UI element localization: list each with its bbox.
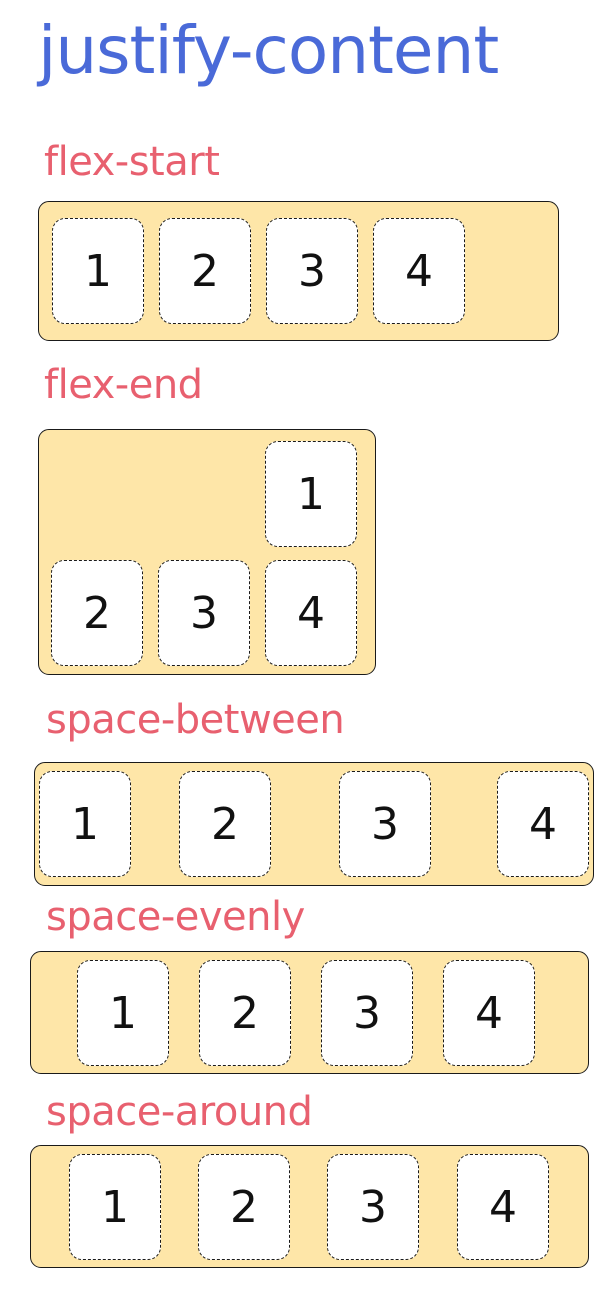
flex-container-space-around: 1 2 3 4 [30,1145,589,1268]
flex-item-3: 3 [266,218,358,324]
flex-item-2: 2 [199,960,291,1066]
section-label-flex-start: flex-start [44,139,220,185]
flex-item-2: 2 [159,218,251,324]
section-label-flex-end: flex-end [44,362,203,408]
flex-container-flex-end: 1 2 3 4 [38,429,376,675]
flex-item-3: 3 [339,771,431,877]
flex-item-1: 1 [39,771,131,877]
flex-item-1: 1 [265,441,357,547]
flex-container-flex-start: 1 2 3 4 [38,201,559,341]
page-title: justify-content [38,12,499,89]
flex-item-2: 2 [51,560,143,666]
flex-item-1: 1 [77,960,169,1066]
flex-item-1: 1 [52,218,144,324]
flex-item-3: 3 [327,1154,419,1260]
flex-item-3: 3 [321,960,413,1066]
flex-item-3: 3 [158,560,250,666]
flex-item-4: 4 [265,560,357,666]
section-label-space-around: space-around [46,1089,313,1135]
flex-item-2: 2 [198,1154,290,1260]
flex-item-2: 2 [179,771,271,877]
section-label-space-evenly: space-evenly [46,894,305,940]
flex-item-4: 4 [443,960,535,1066]
flex-item-4: 4 [497,771,589,877]
section-label-space-between: space-between [46,697,345,743]
flex-item-1: 1 [69,1154,161,1260]
flex-container-space-evenly: 1 2 3 4 [30,951,589,1074]
flex-container-space-between: 1 2 3 4 [34,762,594,886]
flex-item-4: 4 [373,218,465,324]
flex-item-4: 4 [457,1154,549,1260]
